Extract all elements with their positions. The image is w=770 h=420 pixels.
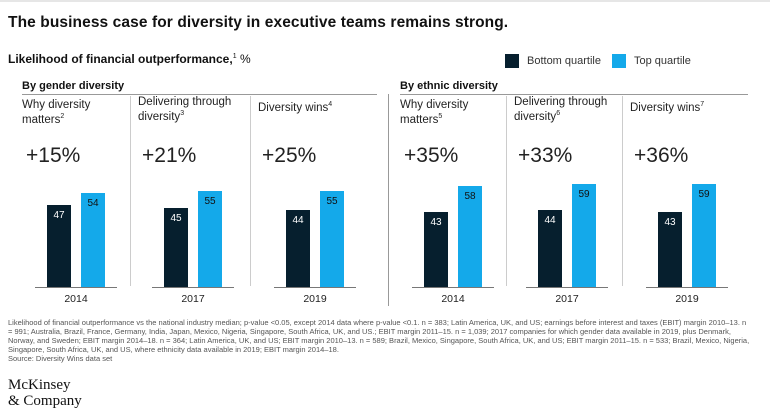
panel-4-value-bottom-quartile: 43 — [430, 216, 442, 228]
panel-2-label-text: Delivering through diversity — [138, 96, 232, 123]
panel-6-value-bottom-quartile: 43 — [664, 216, 676, 228]
mckinsey-logo: McKinsey & Company — [8, 377, 82, 409]
panel-2-bar-top-quartile: 55 — [198, 190, 222, 287]
panel-6-label: Diversity wins7 — [630, 99, 742, 114]
group-title-gender: By gender diversity — [22, 80, 125, 92]
panel-4-footnote-marker: 5 — [438, 113, 443, 120]
panel-1-bar-bottom-quartile: 47 — [47, 204, 71, 287]
panel-6-value-top-quartile: 59 — [698, 188, 710, 200]
panel-3-footnote-marker: 4 — [328, 101, 333, 108]
panel-5-bar-bottom-quartile: 44 — [538, 210, 562, 287]
panel-1-bar-top-quartile: 54 — [81, 192, 105, 287]
panel-1-label-text: Why diversity matters — [22, 99, 91, 126]
logo-line-1: McKinsey — [8, 377, 71, 393]
logo-line-2: & Company — [8, 393, 82, 409]
source-note: Source: Diversity Wins data set — [8, 354, 113, 363]
panel-2-footnote-marker: 3 — [180, 110, 185, 117]
panel-4-value-top-quartile: 58 — [464, 190, 476, 202]
panel-5-bar-top-quartile: 59 — [572, 183, 596, 287]
panel-3-label: Diversity wins4 — [258, 99, 370, 114]
panel-2-change: +21% — [142, 144, 197, 167]
panel-1-footnote-marker: 2 — [60, 113, 65, 120]
panel-4-label-text: Why diversity matters — [400, 99, 469, 126]
legend-label-bottom-quartile: Bottom quartile — [527, 55, 601, 67]
panel-2-value-top-quartile: 55 — [204, 195, 216, 207]
panel-1-value-bottom-quartile: 47 — [53, 209, 65, 221]
panel-6-footnote-marker: 7 — [700, 101, 705, 108]
panel-3-value-top-quartile: 55 — [326, 195, 338, 207]
panel-6-label-text: Diversity wins — [630, 101, 701, 114]
panel-5-divider — [506, 96, 507, 286]
legend-item-top-quartile: Top quartile — [612, 54, 691, 68]
panel-6-change: +36% — [634, 144, 689, 167]
panel-6-year: 2019 — [675, 293, 699, 305]
group-title-ethnic: By ethnic diversity — [400, 80, 498, 92]
group-rule-ethnic — [400, 94, 748, 95]
panel-4-baseline — [412, 287, 494, 288]
footnote-text: Likelihood of financial outperformance v… — [8, 318, 750, 354]
panel-5-value-top-quartile: 59 — [578, 188, 590, 200]
group-rule-gender — [22, 94, 377, 95]
panel-3-year: 2019 — [303, 293, 327, 305]
panel-5-year: 2017 — [555, 293, 579, 305]
panel-3-divider — [250, 96, 251, 286]
panel-2-bar-bottom-quartile: 45 — [164, 208, 188, 287]
panel-1-year: 2014 — [64, 293, 88, 305]
panel-5-label: Delivering through diversity6 — [514, 96, 618, 123]
panel-1-label: Why diversity matters2 — [22, 99, 128, 126]
panel-3-baseline — [274, 287, 356, 288]
chart-subtitle: Likelihood of financial outperformance,1… — [8, 52, 251, 66]
panel-2-label: Delivering through diversity3 — [138, 96, 246, 123]
panel-6-bar-bottom-quartile: 43 — [658, 211, 682, 287]
panel-1-baseline — [35, 287, 117, 288]
panel-1-value-top-quartile: 54 — [87, 197, 99, 209]
panel-4-label: Why diversity matters5 — [400, 99, 504, 126]
top-border — [0, 0, 770, 2]
panel-6-bar-top-quartile: 59 — [692, 183, 716, 287]
panel-3-label-text: Diversity wins — [258, 101, 329, 114]
subtitle-unit: % — [236, 52, 251, 66]
panel-6-divider — [622, 96, 623, 286]
panel-5-label-text: Delivering through diversity — [514, 96, 608, 123]
panel-3-value-bottom-quartile: 44 — [292, 215, 304, 226]
legend-item-bottom-quartile: Bottom quartile — [505, 54, 601, 68]
panel-2-value-bottom-quartile: 45 — [170, 213, 182, 225]
panel-3-change: +25% — [262, 144, 317, 167]
legend-swatch-top-quartile — [612, 54, 626, 68]
panel-4-bar-top-quartile: 58 — [458, 185, 482, 287]
panel-3-bar-top-quartile: 55 — [320, 190, 344, 287]
panel-2-divider — [130, 96, 131, 286]
footnotes: Likelihood of financial outperformance v… — [8, 318, 752, 363]
panel-1-change: +15% — [26, 144, 81, 167]
panel-3-bar-bottom-quartile: 44 — [286, 210, 310, 287]
subtitle-text: Likelihood of financial outperformance, — [8, 52, 233, 66]
panel-4-change: +35% — [404, 144, 459, 167]
panel-6-baseline — [646, 287, 728, 288]
panel-4-year: 2014 — [441, 293, 465, 305]
subtitle-footnote-marker: 1 — [232, 53, 237, 60]
panel-5-change: +33% — [518, 144, 573, 167]
panel-2-baseline — [152, 287, 234, 288]
group-divider — [388, 94, 389, 306]
legend-swatch-bottom-quartile — [505, 54, 519, 68]
panel-2-year: 2017 — [181, 293, 205, 305]
panel-5-value-bottom-quartile: 44 — [544, 215, 556, 226]
legend-label-top-quartile: Top quartile — [634, 55, 691, 67]
panel-4-bar-bottom-quartile: 43 — [424, 211, 448, 287]
panel-5-footnote-marker: 6 — [556, 110, 561, 117]
chart-title: The business case for diversity in execu… — [8, 14, 509, 31]
panel-5-baseline — [526, 287, 608, 288]
